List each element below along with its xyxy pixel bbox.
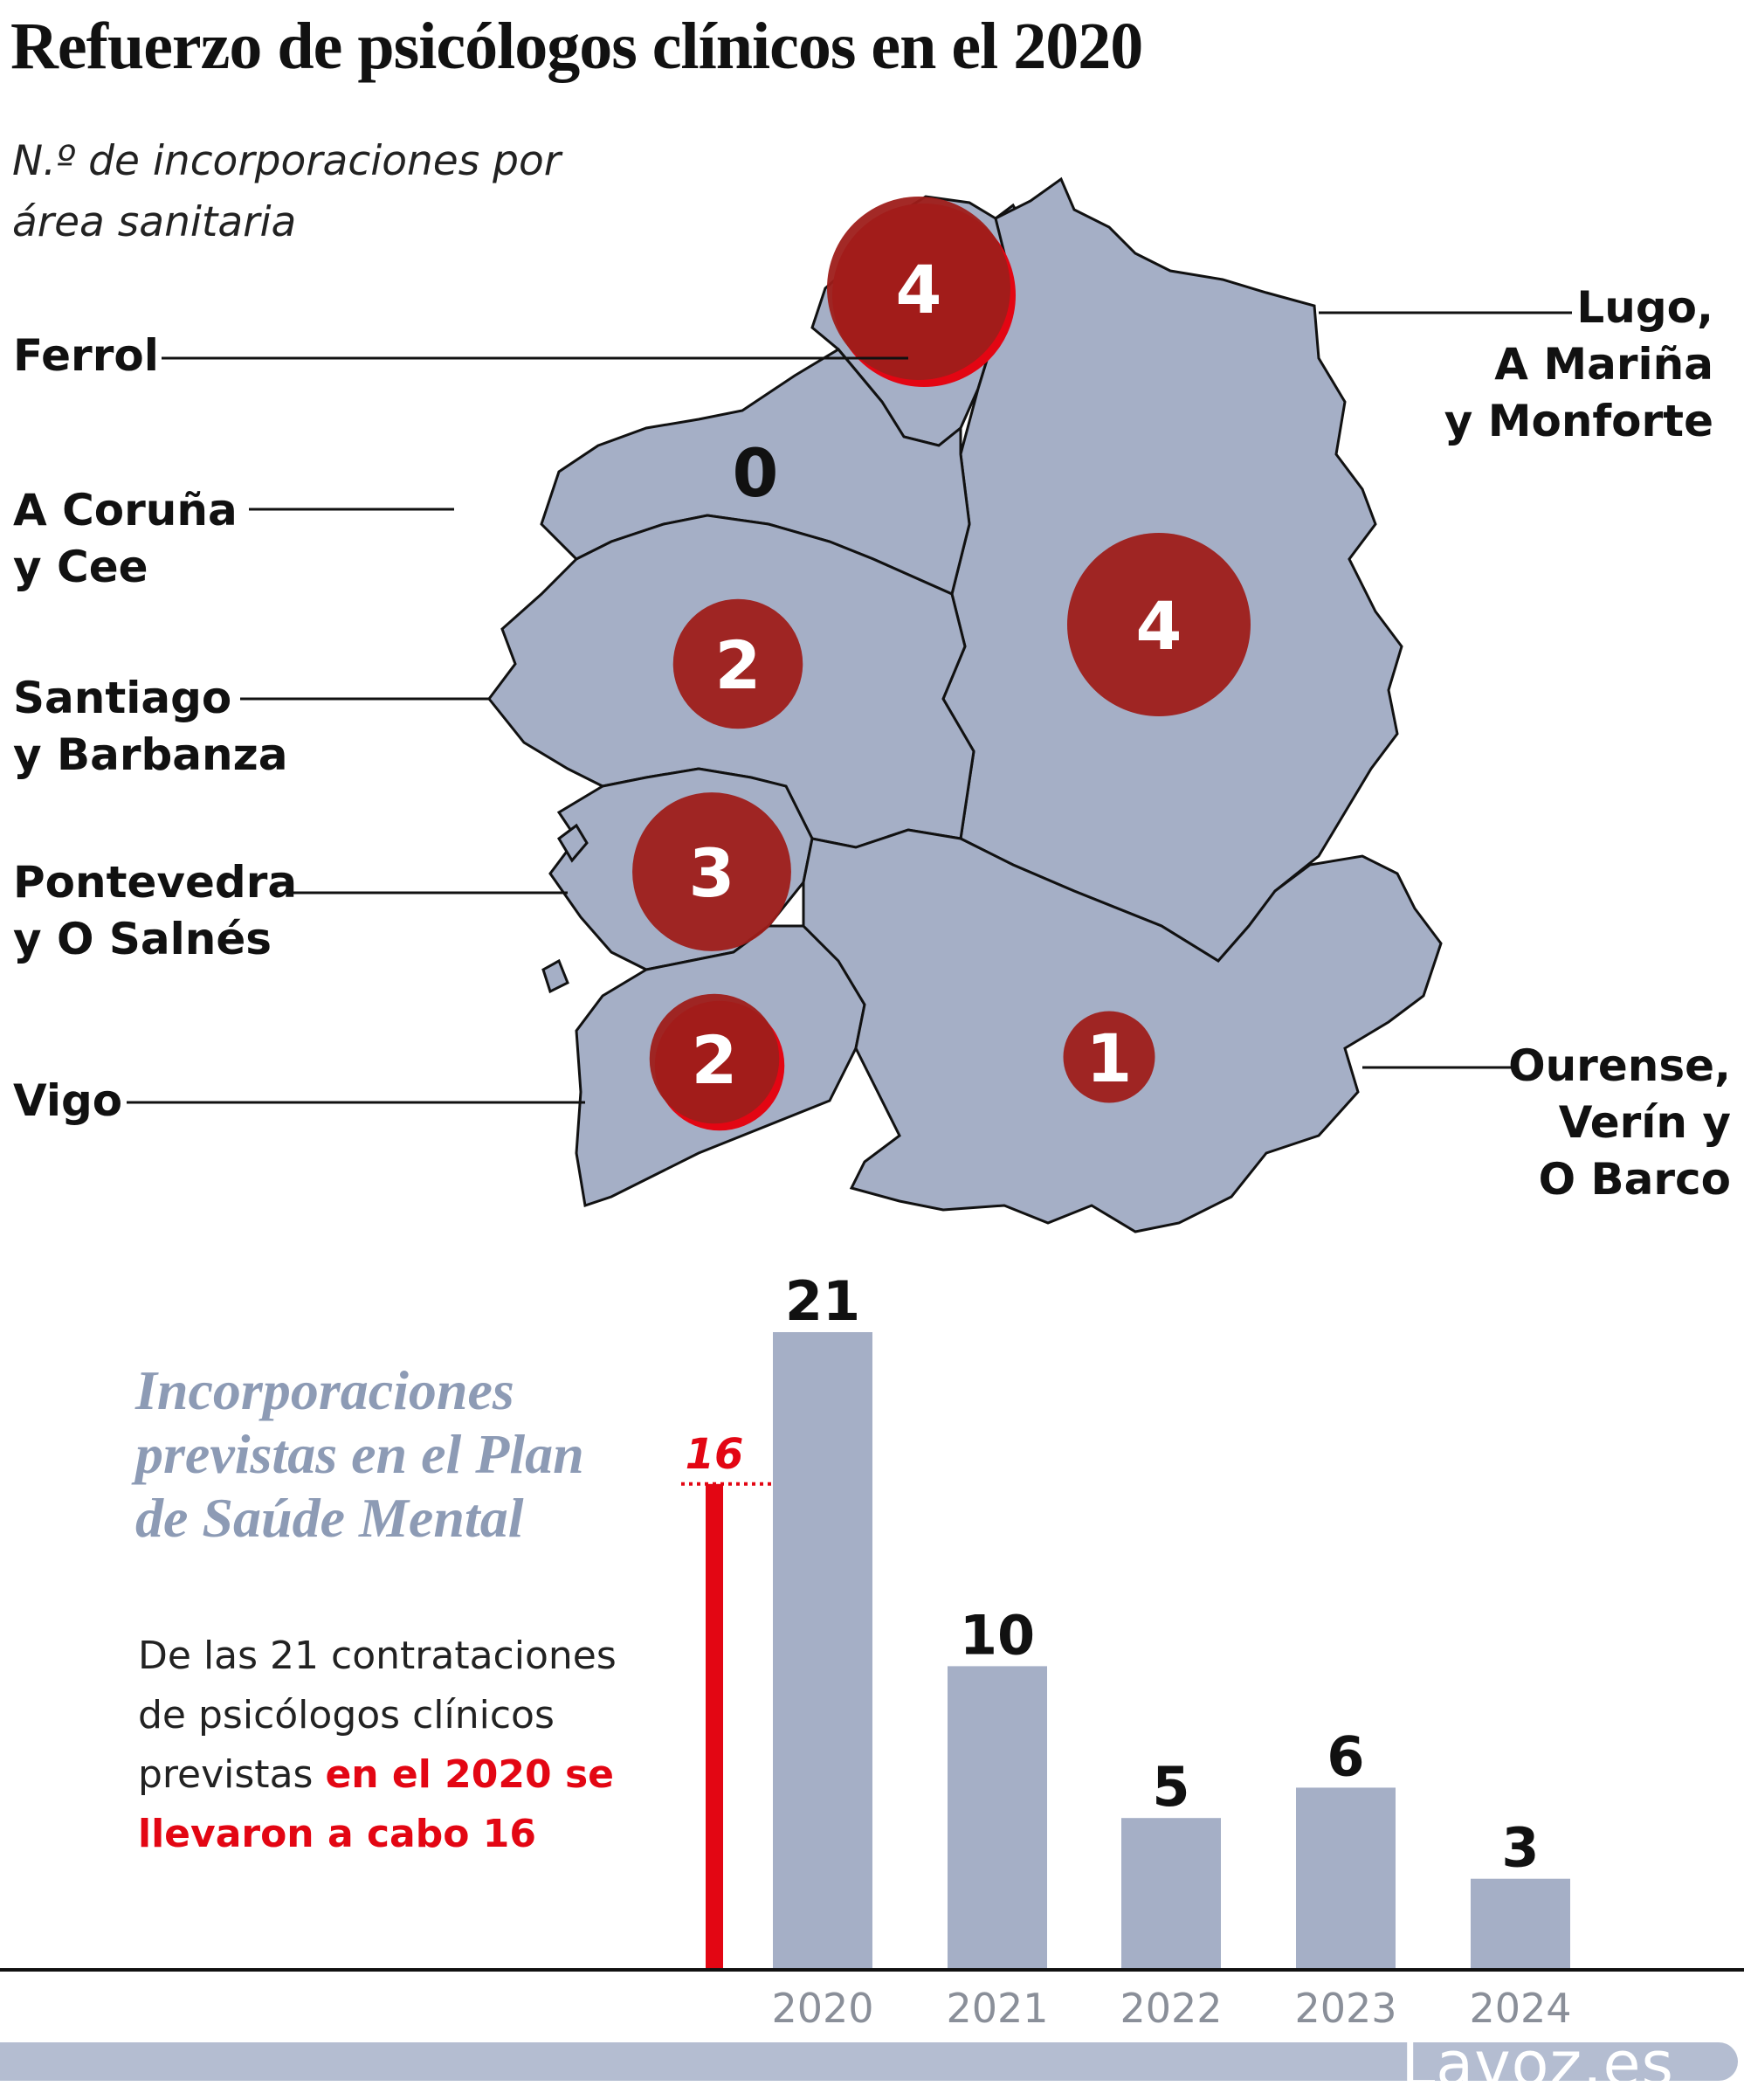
bar xyxy=(948,1666,1047,1970)
area-label-ferrol: Ferrol xyxy=(13,330,159,381)
map-bubble-value: 0 xyxy=(733,434,779,512)
bar-value-label: 3 xyxy=(1501,1816,1539,1880)
plan-text-highlight: en el 2020 se llevaron a cabo 16 xyxy=(138,1752,614,1856)
bar-chart: 16 21 2020 10 2021 5 2022 6 2023 3 2024 xyxy=(0,1269,1744,2032)
map-bubble-value: 2 xyxy=(692,1021,738,1099)
map-bubble xyxy=(827,197,1010,380)
plan-text-plain: De las 21 contrataciones de psicólogos c… xyxy=(138,1634,617,1797)
bar xyxy=(1471,1878,1570,1970)
area-label-santiago: Santiago y Barbanza xyxy=(13,673,288,780)
plan-title: Incorporaciones previstas en el Plan de … xyxy=(135,1359,584,1549)
footer-logo: Lavoz.es xyxy=(1401,2028,1674,2100)
x-tick-label: 2024 xyxy=(1469,1985,1571,2032)
bar xyxy=(1296,1787,1396,1970)
galicia-map: 4 0 2 3 2 4 1 xyxy=(127,176,1572,1233)
plan-text: De las 21 contrataciones de psicólogos c… xyxy=(138,1627,627,1864)
map-bubble xyxy=(1063,1011,1155,1103)
map-bubble-value: 4 xyxy=(1136,587,1182,665)
area-label-lugo: Lugo, A Mariña y Monforte xyxy=(1444,282,1713,446)
map-leader-lines xyxy=(127,311,1572,1104)
bar-value-label: 5 xyxy=(1152,1755,1189,1819)
area-label-ourense: Ourense, Verín y O Barco xyxy=(1508,1040,1731,1205)
map-bubble xyxy=(1067,533,1251,716)
map-bubble-value: 4 xyxy=(896,251,942,328)
bar-value-label: 21 xyxy=(785,1269,860,1333)
chart-title: Refuerzo de psicólogos clínicos en el 20… xyxy=(10,10,1143,83)
x-tick-label: 2022 xyxy=(1120,1985,1222,2032)
bar xyxy=(773,1332,872,1970)
map-island xyxy=(557,823,589,863)
annotation-label: 16 xyxy=(686,1430,744,1479)
bar-value-label: 6 xyxy=(1327,1724,1364,1788)
chart-subtitle: N.º de incorporaciones por área sanitari… xyxy=(12,137,562,246)
map-bubble xyxy=(672,598,803,729)
map-bubble-value: 1 xyxy=(1086,1019,1133,1097)
x-tick-label: 2023 xyxy=(1294,1985,1396,2032)
footer-bar xyxy=(0,2042,1738,2081)
annotation-bar xyxy=(706,1483,723,1970)
area-label-vigo: Vigo xyxy=(13,1075,123,1126)
area-label-pontevedra: Pontevedra y O Salnés xyxy=(13,857,298,964)
bar-value-label: 10 xyxy=(960,1603,1035,1667)
map-island xyxy=(541,958,569,994)
map-bubble xyxy=(649,993,780,1124)
map-bubble-value: 2 xyxy=(715,626,762,704)
map-bubble xyxy=(632,792,791,951)
map-bubble-value: 3 xyxy=(689,834,735,912)
bar xyxy=(1121,1818,1221,1970)
x-tick-label: 2020 xyxy=(771,1985,873,2032)
map-bubbles: 4 0 2 3 2 4 1 xyxy=(632,197,1251,1131)
area-label-coruna: A Coruña y Cee xyxy=(13,485,238,592)
x-tick-label: 2021 xyxy=(946,1985,1048,2032)
